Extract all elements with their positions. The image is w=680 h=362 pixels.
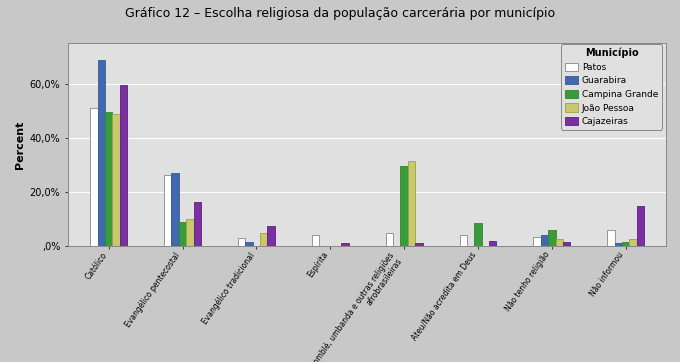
Bar xyxy=(548,230,556,246)
Bar xyxy=(563,242,571,246)
Bar xyxy=(556,239,563,246)
Bar xyxy=(171,173,179,246)
Bar xyxy=(120,85,127,246)
Bar xyxy=(630,239,637,246)
Bar xyxy=(615,244,622,246)
Bar xyxy=(489,241,496,246)
Y-axis label: Percent: Percent xyxy=(16,121,25,169)
Bar xyxy=(386,233,393,246)
Bar xyxy=(415,244,422,246)
Bar xyxy=(90,108,97,246)
Bar xyxy=(341,244,349,246)
Bar xyxy=(179,222,186,246)
Bar xyxy=(533,237,541,246)
Bar xyxy=(105,112,112,246)
Bar xyxy=(186,219,194,246)
Bar xyxy=(238,238,245,246)
Bar xyxy=(607,230,615,246)
Bar xyxy=(97,60,105,246)
Legend: Patos, Guarabira, Campina Grande, João Pessoa, Cajazeiras: Patos, Guarabira, Campina Grande, João P… xyxy=(561,44,662,130)
Bar xyxy=(260,233,267,246)
Bar xyxy=(194,202,201,246)
Bar xyxy=(637,206,644,246)
Bar xyxy=(622,242,630,246)
Bar xyxy=(541,235,548,246)
Bar xyxy=(267,226,275,246)
Bar xyxy=(460,235,467,246)
Text: Gráfico 12 – Escolha religiosa da população carcerária por município: Gráfico 12 – Escolha religiosa da popula… xyxy=(125,7,555,20)
Bar xyxy=(312,235,319,246)
Bar xyxy=(408,161,415,246)
Bar xyxy=(245,242,253,246)
Bar xyxy=(475,223,481,246)
Bar xyxy=(112,114,120,246)
Bar xyxy=(401,167,408,246)
Bar xyxy=(164,174,171,246)
